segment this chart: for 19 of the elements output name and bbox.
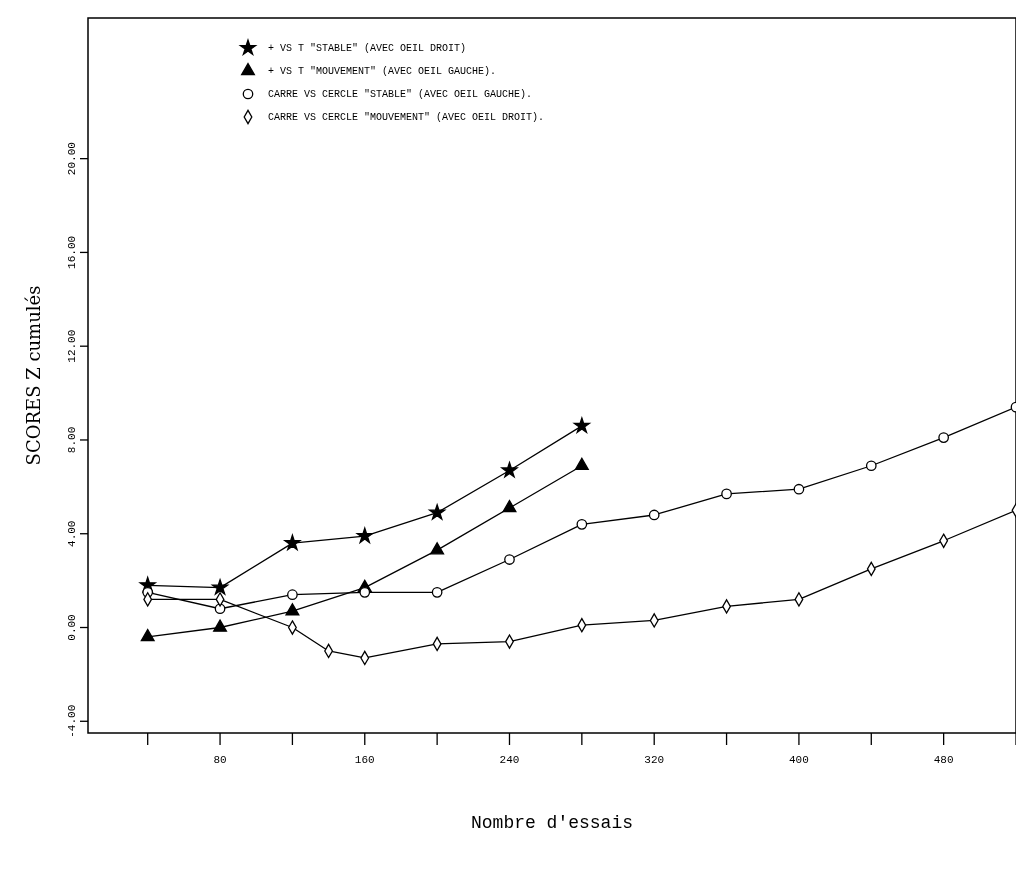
legend-label: + VS T "STABLE" (AVEC OEIL DROIT) — [268, 42, 467, 54]
y-tick-label: 0.00 — [66, 614, 78, 641]
y-tick-label: 4.00 — [66, 520, 78, 547]
y-tick-label: 20.00 — [66, 142, 78, 176]
x-tick-label: 240 — [499, 754, 520, 766]
y-tick-label: 12.00 — [66, 329, 78, 363]
y-tick-label: 16.00 — [66, 235, 78, 269]
legend-label: CARRE VS CERCLE "STABLE" (AVEC OEIL GAUCHE). — [268, 88, 533, 100]
y-tick-label: -4.00 — [66, 704, 78, 738]
y-axis-title: SCORES Z cumulés — [23, 285, 44, 466]
x-tick-label: 160 — [354, 754, 375, 766]
x-tick-label: 80 — [213, 754, 227, 766]
x-tick-label: 480 — [933, 754, 954, 766]
x-tick-label: 400 — [789, 754, 809, 766]
y-tick-label: 8.00 — [66, 426, 78, 454]
legend-label: CARRE VS CERCLE "MOUVEMENT" (AVEC OEIL DROIT). — [268, 111, 545, 123]
legend-label: + VS T "MOUVEMENT" (AVEC OEIL GAUCHE). — [268, 65, 497, 77]
x-tick-label: 320 — [644, 754, 665, 766]
x-axis-title: Nombre d'essais — [470, 813, 634, 833]
